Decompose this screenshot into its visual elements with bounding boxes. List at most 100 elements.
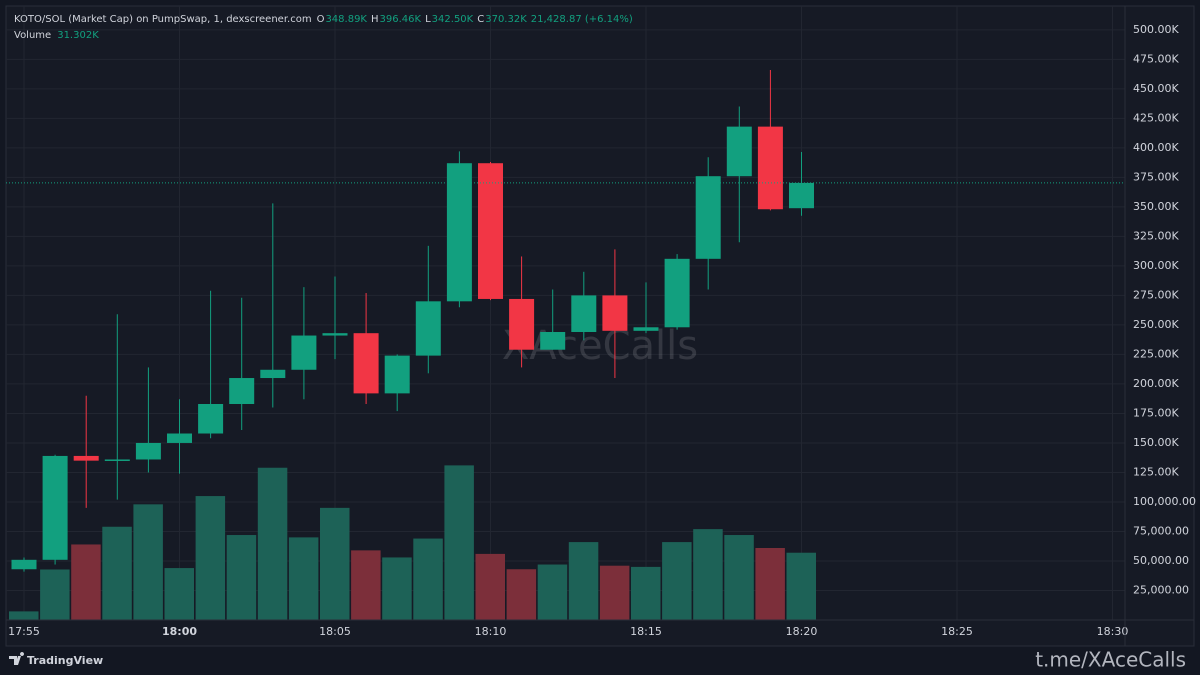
volume-bar	[537, 564, 568, 620]
y-tick-label: 275.00K	[1133, 288, 1179, 301]
volume-bar	[599, 565, 630, 620]
grid	[6, 6, 1125, 620]
candle-body	[540, 332, 566, 350]
x-tick-label: 18:20	[786, 625, 818, 638]
volume-bar	[226, 535, 257, 620]
candle-body	[167, 433, 192, 443]
volume-bar	[724, 535, 754, 620]
volume-bar	[320, 507, 350, 620]
candle-body	[726, 126, 752, 177]
candle-body	[602, 295, 628, 331]
ohlc-label: O	[317, 14, 325, 25]
volume-bar	[631, 566, 661, 620]
y-tick-label: 325.00K	[1133, 229, 1179, 242]
volume-bar	[164, 568, 194, 620]
candle-body	[509, 298, 535, 350]
x-tick-label: 18:05	[319, 625, 351, 638]
x-tick-label: 18:00	[162, 625, 197, 638]
candle-body	[789, 182, 814, 209]
candle-body	[478, 163, 503, 299]
volume-bar	[133, 504, 163, 620]
volume-bar	[568, 542, 599, 620]
candle-body	[695, 176, 721, 259]
candle-body	[322, 333, 348, 336]
y-tick-label: 350.00K	[1133, 200, 1179, 213]
candle-body	[42, 455, 68, 560]
axes: 25,000.00 50,000.00 75,000.00 100,000.00 125…	[8, 23, 1196, 638]
volume-layer	[9, 465, 816, 620]
ohlc-label: L	[425, 14, 431, 25]
y-tick-label: 100,000.00	[1133, 495, 1196, 508]
watermark: XAceCalls	[502, 323, 698, 369]
x-tick-label: 18:25	[941, 625, 973, 638]
brand: TradingView	[27, 654, 103, 667]
x-tick-label: 18:30	[1097, 625, 1129, 638]
y-tick-label: 175.00K	[1133, 406, 1179, 419]
x-tick-label: 18:10	[475, 625, 507, 638]
candle-body	[664, 258, 690, 328]
footer-link: t.me/XAceCalls	[1035, 648, 1186, 672]
volume-bar	[351, 550, 381, 620]
candle-body	[415, 301, 441, 356]
ohlc-label: H	[371, 14, 379, 25]
volume-bar	[506, 569, 537, 620]
volume-value: 31.302K	[57, 30, 99, 41]
volume-bar	[102, 526, 132, 620]
x-tick-label: 17:55	[8, 625, 40, 638]
candle-body	[11, 559, 37, 570]
candle-body	[135, 442, 161, 460]
y-tick-label: 375.00K	[1133, 170, 1179, 183]
candle-body	[633, 327, 659, 331]
y-tick-label: 150.00K	[1133, 436, 1179, 449]
candle-body	[198, 404, 224, 434]
volume-bar	[40, 569, 70, 620]
legend-title: KOTO/SOL (Market Cap) on PumpSwap, 1, de…	[14, 14, 312, 25]
candle-body	[104, 459, 130, 461]
change-value: 21,428.87 (+6.14%)	[531, 14, 633, 25]
y-tick-label: 300.00K	[1133, 259, 1179, 272]
x-tick-label: 18:15	[630, 625, 662, 638]
y-tick-label: 450.00K	[1133, 82, 1179, 95]
ohlc-value: 396.46K	[380, 14, 422, 25]
ohlc-label: C	[477, 14, 484, 25]
ohlc-value: 370.32K	[485, 14, 527, 25]
y-tick-label: 475.00K	[1133, 52, 1179, 65]
y-tick-label: 25,000.00	[1133, 583, 1189, 596]
candle-body	[291, 335, 317, 370]
ohlc-value: 348.89K	[325, 14, 367, 25]
volume-bar	[755, 548, 785, 620]
y-tick-label: 225.00K	[1133, 347, 1179, 360]
candle-layer	[6, 69, 1125, 572]
y-tick-label: 75,000.00	[1133, 524, 1189, 537]
volume-bar	[9, 611, 39, 620]
legend: KOTO/SOL (Market Cap) on PumpSwap, 1, de…	[14, 14, 633, 41]
candle-body	[73, 455, 99, 461]
volume-bar	[288, 537, 319, 620]
candle-body	[229, 378, 255, 404]
y-tick-label: 425.00K	[1133, 111, 1179, 124]
volume-bar	[786, 552, 816, 620]
volume-bar	[444, 465, 474, 620]
candle-body	[353, 333, 379, 394]
candle-body	[384, 355, 410, 394]
tradingview-logo: TradingView	[9, 652, 103, 667]
y-tick-label: 250.00K	[1133, 318, 1179, 331]
candle-body	[757, 126, 783, 210]
volume-bar	[662, 542, 692, 620]
volume-label: Volume	[14, 30, 51, 41]
logo-icon	[9, 652, 25, 665]
y-tick-label: 125.00K	[1133, 465, 1179, 478]
y-tick-label: 400.00K	[1133, 141, 1179, 154]
candle-body	[571, 295, 597, 332]
volume-bar	[413, 538, 443, 620]
y-tick-label: 500.00K	[1133, 23, 1179, 36]
candle-body	[446, 163, 472, 302]
volume-bar	[475, 553, 505, 620]
volume-bar	[382, 557, 412, 620]
ohlc-value: 342.50K	[432, 14, 474, 25]
volume-bar	[693, 529, 723, 620]
y-tick-label: 50,000.00	[1133, 554, 1189, 567]
volume-bar	[71, 544, 101, 620]
y-tick-label: 200.00K	[1133, 377, 1179, 390]
